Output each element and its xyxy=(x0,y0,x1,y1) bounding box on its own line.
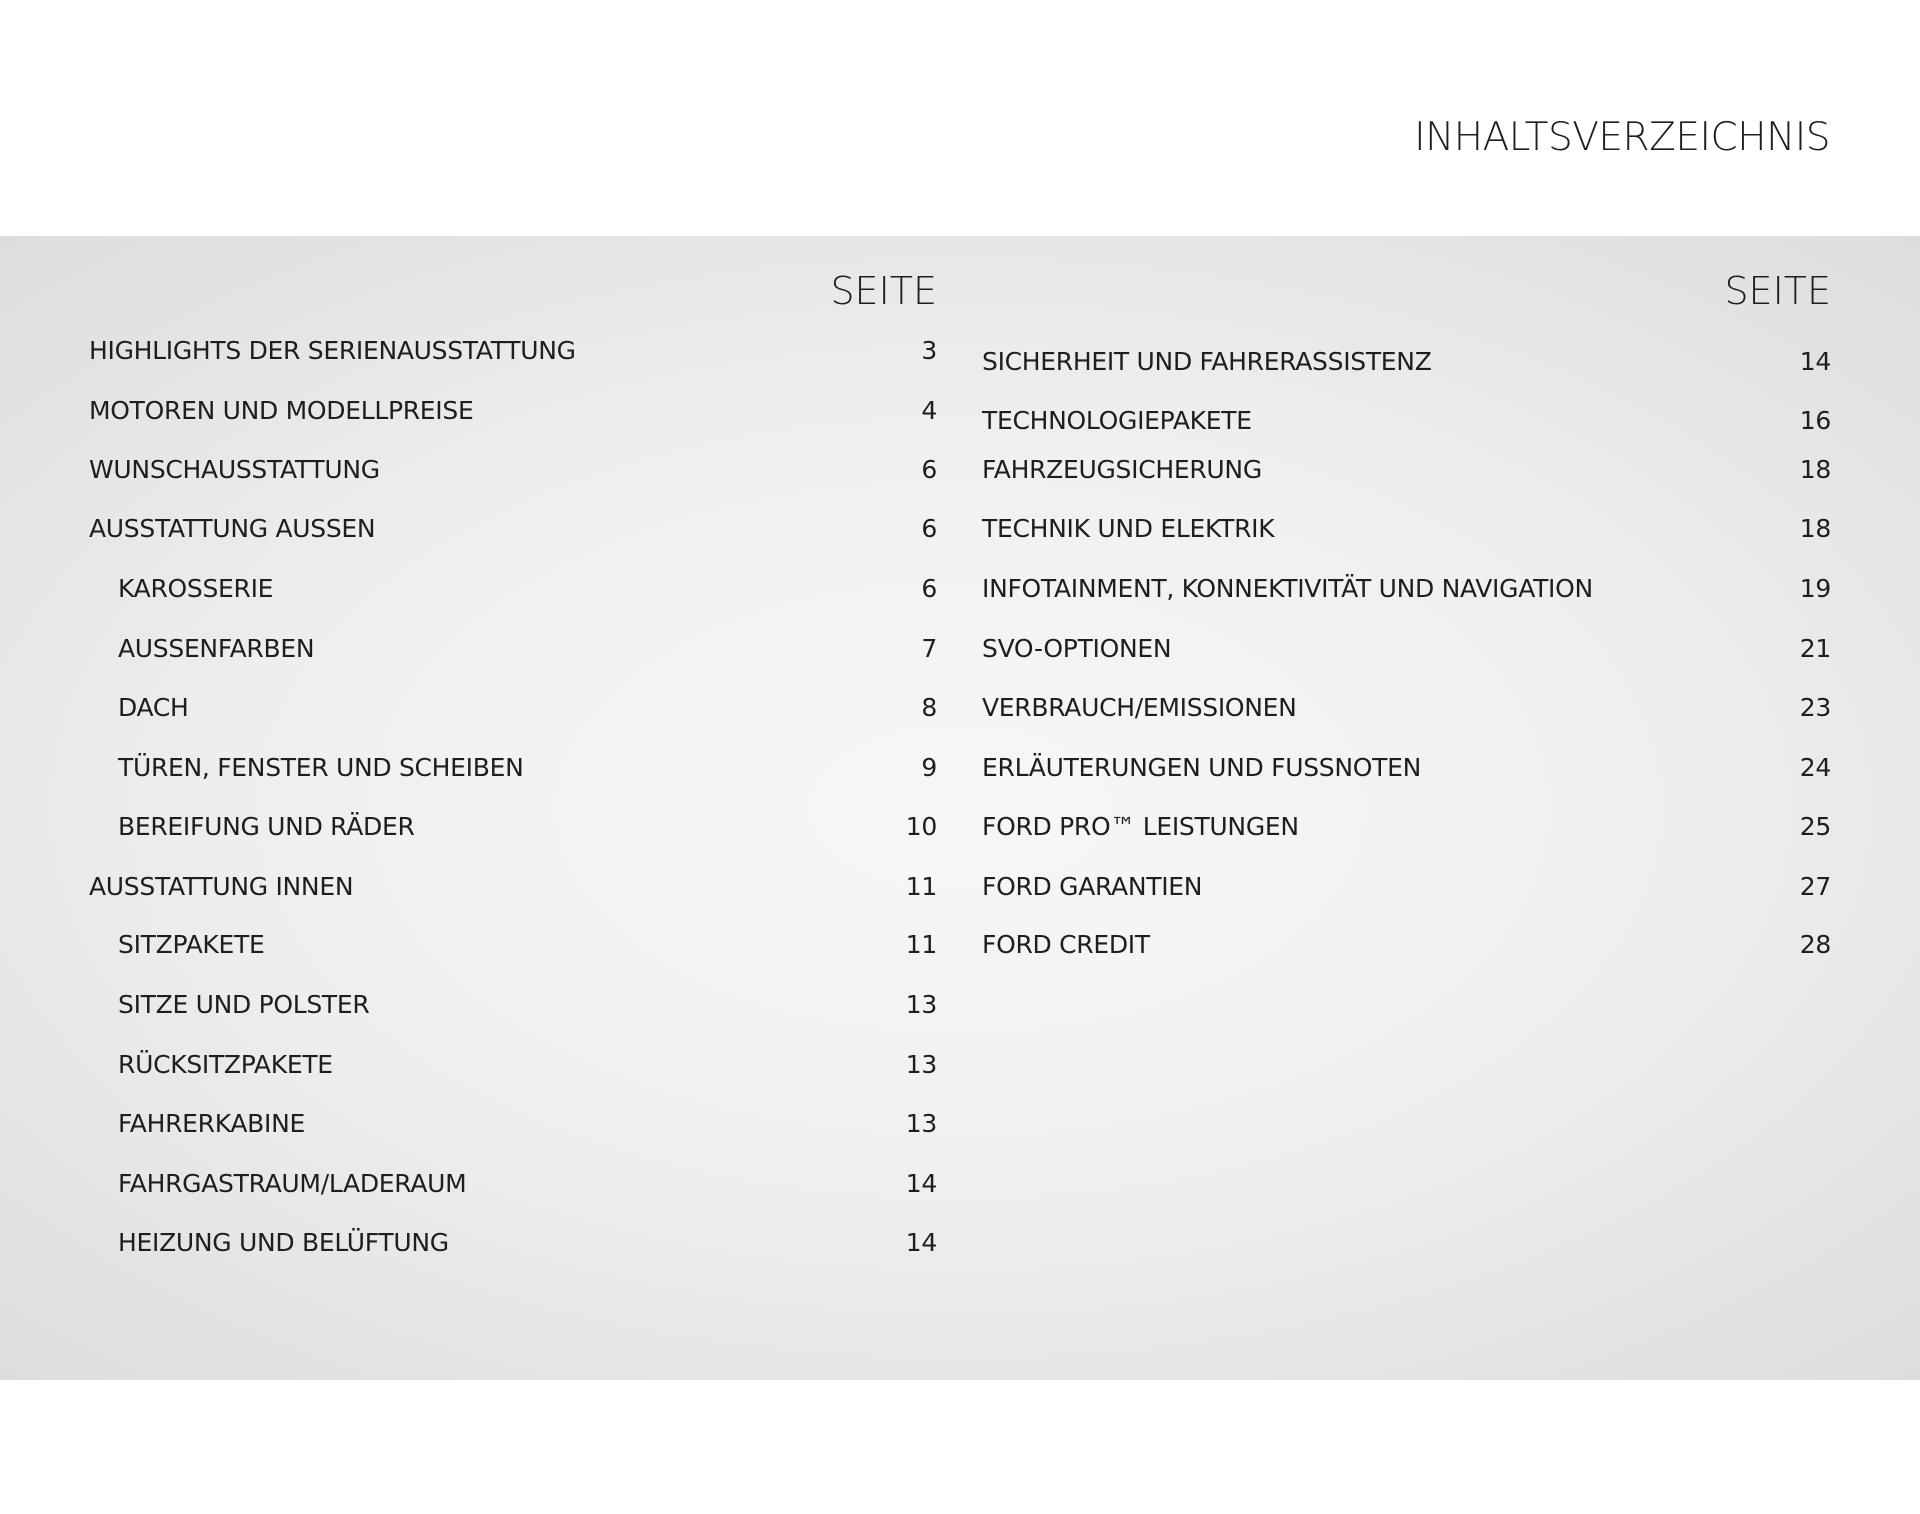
toc-entry[interactable]: FAHRZEUGSICHERUNG 18 xyxy=(982,455,1831,485)
toc-entry-page: 28 xyxy=(1799,930,1832,959)
toc-entry-label: AUSSTATTUNG INNEN xyxy=(89,872,354,901)
toc-entry-label: MOTOREN UND MODELLPREISE xyxy=(89,396,474,425)
toc-entry-label: VERBRAUCH/EMISSIONEN xyxy=(982,693,1297,722)
page-column-header-right: SEITE xyxy=(1724,269,1831,313)
toc-entry-page: 19 xyxy=(1799,574,1832,603)
toc-entry-label: SITZE UND POLSTER xyxy=(118,990,370,1019)
toc-entry-label: BEREIFUNG UND RÄDER xyxy=(118,812,415,841)
toc-entry-page: 14 xyxy=(905,1169,938,1198)
toc-panel xyxy=(0,236,1920,1380)
toc-entry-page: 13 xyxy=(905,990,938,1019)
toc-entry-label: FORD CREDIT xyxy=(982,930,1150,959)
toc-entry-label: AUSSTATTUNG AUSSEN xyxy=(89,514,376,543)
toc-entry-page: 25 xyxy=(1799,812,1832,841)
toc-entry[interactable]: VERBRAUCH/EMISSIONEN 23 xyxy=(982,693,1831,723)
toc-entry[interactable]: SVO-OPTIONEN 21 xyxy=(982,634,1831,664)
toc-entry[interactable]: MOTOREN UND MODELLPREISE 4 xyxy=(89,396,937,426)
toc-entry-label: SITZPAKETE xyxy=(118,930,265,959)
toc-entry[interactable]: TECHNIK UND ELEKTRIK 18 xyxy=(982,514,1831,544)
toc-entry-page: 11 xyxy=(905,930,938,959)
toc-entry[interactable]: KAROSSERIE 6 xyxy=(118,574,937,604)
toc-entry[interactable]: SITZE UND POLSTER 13 xyxy=(118,990,937,1020)
page-column-header-left: SEITE xyxy=(830,269,937,313)
toc-entry-label: RÜCKSITZPAKETE xyxy=(118,1050,333,1079)
toc-entry[interactable]: DACH 8 xyxy=(118,693,937,723)
toc-entry-label: FAHRGASTRAUM/LADERAUM xyxy=(118,1169,467,1198)
toc-entry[interactable]: RÜCKSITZPAKETE 13 xyxy=(118,1050,937,1080)
toc-entry[interactable]: INFOTAINMENT, KONNEKTIVITÄT UND NAVIGATI… xyxy=(982,574,1831,604)
toc-entry[interactable]: FORD GARANTIEN 27 xyxy=(982,872,1831,902)
toc-entry[interactable]: FAHRERKABINE 13 xyxy=(118,1109,937,1139)
toc-entry[interactable]: HIGHLIGHTS DER SERIENAUSSTATTUNG 3 xyxy=(89,336,937,366)
toc-entry[interactable]: TÜREN, FENSTER UND SCHEIBEN 9 xyxy=(118,753,937,783)
toc-entry-label: DACH xyxy=(118,693,189,722)
toc-entry-page: 7 xyxy=(921,634,937,663)
toc-entry-label: TÜREN, FENSTER UND SCHEIBEN xyxy=(118,753,524,782)
toc-entry-label: TECHNIK UND ELEKTRIK xyxy=(982,514,1275,543)
toc-entry[interactable]: FORD CREDIT 28 xyxy=(982,930,1831,960)
toc-entry-page: 18 xyxy=(1799,455,1832,484)
toc-entry-label: AUSSENFARBEN xyxy=(118,634,315,663)
toc-entry[interactable]: AUSSENFARBEN 7 xyxy=(118,634,937,664)
toc-entry-label: FAHRZEUGSICHERUNG xyxy=(982,455,1262,484)
toc-entry-label: HIGHLIGHTS DER SERIENAUSSTATTUNG xyxy=(89,336,576,365)
toc-entry-label: WUNSCHAUSSTATTUNG xyxy=(89,455,380,484)
page-title: INHALTSVERZEICHNIS xyxy=(1414,115,1830,160)
toc-entry-label: FORD PRO™ LEISTUNGEN xyxy=(982,812,1299,841)
toc-entry-page: 6 xyxy=(921,514,937,543)
toc-entry-page: 27 xyxy=(1799,872,1832,901)
toc-entry-page: 14 xyxy=(905,1228,938,1257)
toc-entry-page: 10 xyxy=(905,812,938,841)
toc-entry-label: ERLÄUTERUNGEN UND FUSSNOTEN xyxy=(982,753,1421,782)
toc-entry-label: KAROSSERIE xyxy=(118,574,274,603)
toc-entry-page: 21 xyxy=(1799,634,1832,663)
toc-entry-page: 4 xyxy=(921,396,937,425)
toc-entry-label: FAHRERKABINE xyxy=(118,1109,306,1138)
toc-entry-page: 16 xyxy=(1799,406,1832,435)
toc-entry[interactable]: AUSSTATTUNG INNEN 11 xyxy=(89,872,937,902)
toc-entry-label: FORD GARANTIEN xyxy=(982,872,1203,901)
toc-entry-page: 18 xyxy=(1799,514,1832,543)
toc-entry[interactable]: FAHRGASTRAUM/LADERAUM 14 xyxy=(118,1169,937,1199)
toc-entry-page: 24 xyxy=(1799,753,1832,782)
toc-entry-label: SICHERHEIT UND FAHRERASSISTENZ xyxy=(982,347,1432,376)
toc-entry-page: 14 xyxy=(1799,347,1832,376)
toc-entry-page: 13 xyxy=(905,1050,938,1079)
toc-entry-page: 8 xyxy=(921,693,937,722)
toc-entry-label: HEIZUNG UND BELÜFTUNG xyxy=(118,1228,449,1257)
toc-entry[interactable]: SICHERHEIT UND FAHRERASSISTENZ 14 xyxy=(982,347,1831,377)
toc-entry-label: SVO-OPTIONEN xyxy=(982,634,1172,663)
toc-entry-page: 11 xyxy=(905,872,938,901)
toc-entry-page: 3 xyxy=(921,336,937,365)
toc-entry[interactable]: FORD PRO™ LEISTUNGEN 25 xyxy=(982,812,1831,842)
toc-entry[interactable]: AUSSTATTUNG AUSSEN 6 xyxy=(89,514,937,544)
toc-entry[interactable]: HEIZUNG UND BELÜFTUNG 14 xyxy=(118,1228,937,1258)
toc-entry-page: 9 xyxy=(921,753,937,782)
toc-entry-label: TECHNOLOGIEPAKETE xyxy=(982,406,1252,435)
toc-entry-page: 6 xyxy=(921,455,937,484)
toc-entry-page: 13 xyxy=(905,1109,938,1138)
toc-entry-label: INFOTAINMENT, KONNEKTIVITÄT UND NAVIGATI… xyxy=(982,574,1593,603)
toc-entry[interactable]: TECHNOLOGIEPAKETE 16 xyxy=(982,406,1831,436)
toc-entry-page: 23 xyxy=(1799,693,1832,722)
toc-entry-page: 6 xyxy=(921,574,937,603)
toc-entry[interactable]: ERLÄUTERUNGEN UND FUSSNOTEN 24 xyxy=(982,753,1831,783)
toc-entry[interactable]: BEREIFUNG UND RÄDER 10 xyxy=(118,812,937,842)
toc-entry[interactable]: SITZPAKETE 11 xyxy=(118,930,937,960)
toc-entry[interactable]: WUNSCHAUSSTATTUNG 6 xyxy=(89,455,937,485)
